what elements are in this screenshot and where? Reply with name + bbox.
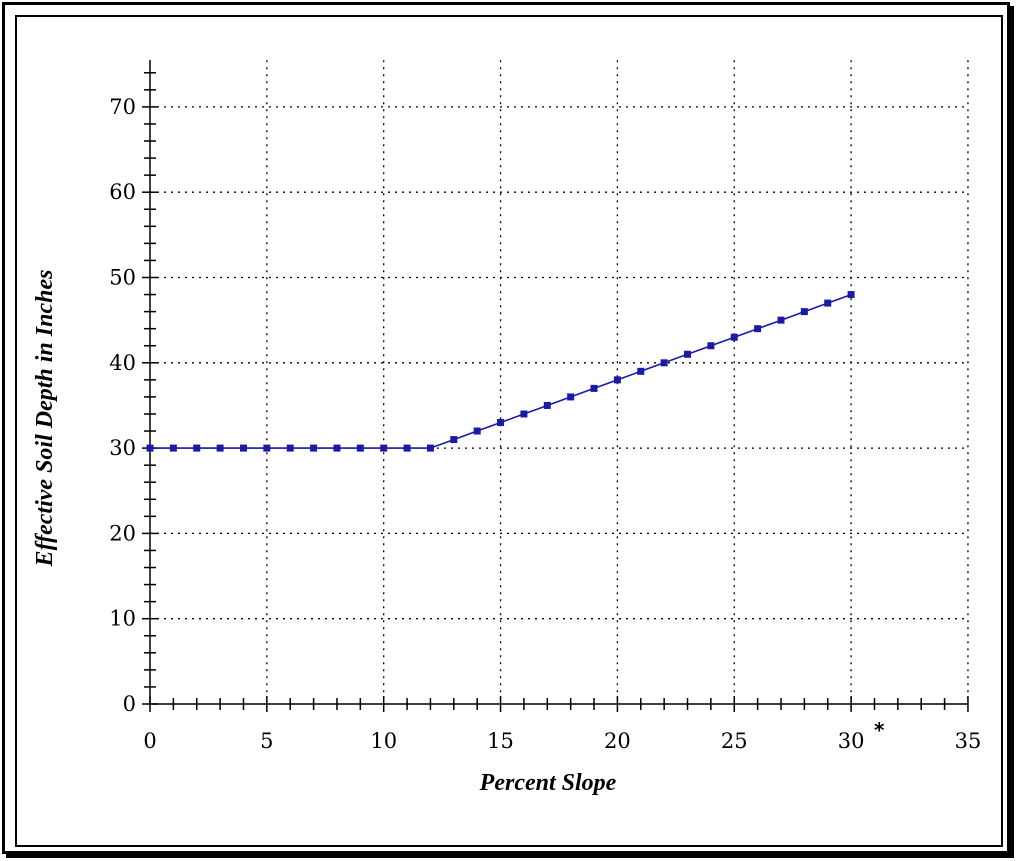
data-point: [473, 427, 481, 435]
minor-ticks: [142, 72, 969, 712]
y-tick-labels: 0 10 20 30 40 50 60 70: [109, 95, 136, 716]
data-point: [520, 410, 528, 418]
data-point: [310, 444, 318, 452]
footnote-marker: *: [874, 718, 885, 742]
y-tick-label: 50: [109, 266, 136, 290]
data-point: [426, 444, 434, 452]
y-tick-label: 10: [109, 607, 136, 631]
data-point: [637, 367, 645, 375]
data-point: [356, 444, 364, 452]
data-point: [543, 401, 551, 409]
data-point: [730, 333, 738, 341]
data-point: [380, 444, 388, 452]
data-point: [193, 444, 201, 452]
data-point: [169, 444, 177, 452]
x-tick-label: 30: [838, 729, 865, 753]
x-tick-labels: 0 5 10 15 20 25 30 35: [143, 729, 981, 753]
data-point: [800, 308, 808, 316]
data-point: [286, 444, 294, 452]
data-point: [239, 444, 247, 452]
data-point: [567, 393, 575, 401]
y-tick-label: 40: [109, 351, 136, 375]
data-point: [777, 316, 785, 324]
data-point: [684, 350, 692, 358]
y-tick-label: 70: [109, 95, 136, 119]
chart-inner-border: [15, 15, 1003, 847]
data-point: [497, 419, 505, 427]
chart-frame: [2, 2, 1010, 854]
data-point: [824, 299, 832, 307]
data-point: [263, 444, 271, 452]
data-point: [450, 436, 458, 444]
y-tick-label: 30: [109, 436, 136, 460]
data-point: [847, 291, 855, 299]
y-tick-label: 0: [123, 692, 136, 716]
data-point: [590, 384, 598, 392]
y-tick-label: 20: [109, 521, 136, 545]
x-tick-label: 10: [370, 729, 397, 753]
x-tick-label: 25: [721, 729, 748, 753]
data-point: [146, 444, 154, 452]
data-point: [403, 444, 411, 452]
data-point: [660, 359, 668, 367]
data-point: [613, 376, 621, 384]
x-axis-title: Percent Slope: [479, 770, 617, 796]
data-point: [333, 444, 341, 452]
x-tick-label: 20: [604, 729, 631, 753]
data-point: [216, 444, 224, 452]
y-tick-label: 60: [109, 180, 136, 204]
axes: [149, 60, 968, 705]
series: [146, 291, 855, 452]
grid: [150, 60, 969, 704]
x-tick-label: 35: [955, 729, 982, 753]
x-tick-label: 15: [487, 729, 514, 753]
x-tick-label: 5: [260, 729, 273, 753]
x-tick-label: 0: [143, 729, 156, 753]
data-point: [754, 325, 762, 333]
y-axis-title: Effective Soil Depth in Inches: [32, 270, 58, 568]
data-point: [707, 342, 715, 350]
